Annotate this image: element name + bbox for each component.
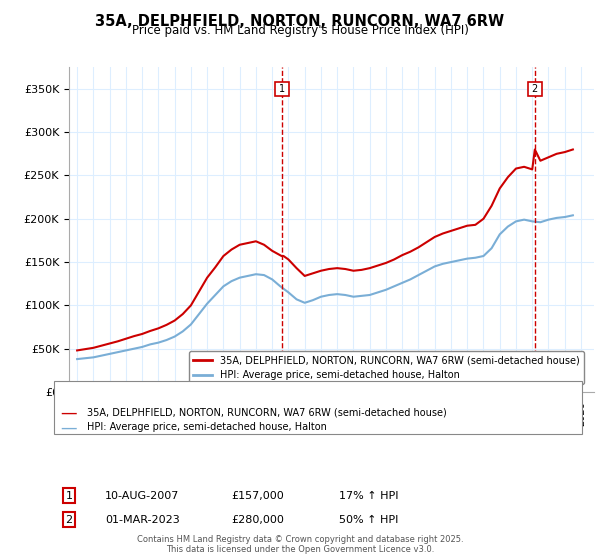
Text: 1: 1 <box>279 84 285 94</box>
Text: Price paid vs. HM Land Registry's House Price Index (HPI): Price paid vs. HM Land Registry's House … <box>131 24 469 37</box>
Text: HPI: Average price, semi-detached house, Halton: HPI: Average price, semi-detached house,… <box>87 422 327 432</box>
Text: 35A, DELPHFIELD, NORTON, RUNCORN, WA7 6RW: 35A, DELPHFIELD, NORTON, RUNCORN, WA7 6R… <box>95 14 505 29</box>
Text: —: — <box>61 418 77 436</box>
Text: 2: 2 <box>65 515 73 525</box>
Text: —: — <box>61 404 77 422</box>
Text: 17% ↑ HPI: 17% ↑ HPI <box>339 491 398 501</box>
Text: 01-MAR-2023: 01-MAR-2023 <box>105 515 180 525</box>
Text: 1: 1 <box>65 491 73 501</box>
Text: 2: 2 <box>532 84 538 94</box>
Legend: 35A, DELPHFIELD, NORTON, RUNCORN, WA7 6RW (semi-detached house), HPI: Average pr: 35A, DELPHFIELD, NORTON, RUNCORN, WA7 6R… <box>189 351 584 384</box>
Text: 10-AUG-2007: 10-AUG-2007 <box>105 491 179 501</box>
Text: 50% ↑ HPI: 50% ↑ HPI <box>339 515 398 525</box>
Text: Contains HM Land Registry data © Crown copyright and database right 2025.
This d: Contains HM Land Registry data © Crown c… <box>137 535 463 554</box>
Text: 35A, DELPHFIELD, NORTON, RUNCORN, WA7 6RW (semi-detached house): 35A, DELPHFIELD, NORTON, RUNCORN, WA7 6R… <box>87 408 447 418</box>
Text: £157,000: £157,000 <box>231 491 284 501</box>
Text: £280,000: £280,000 <box>231 515 284 525</box>
